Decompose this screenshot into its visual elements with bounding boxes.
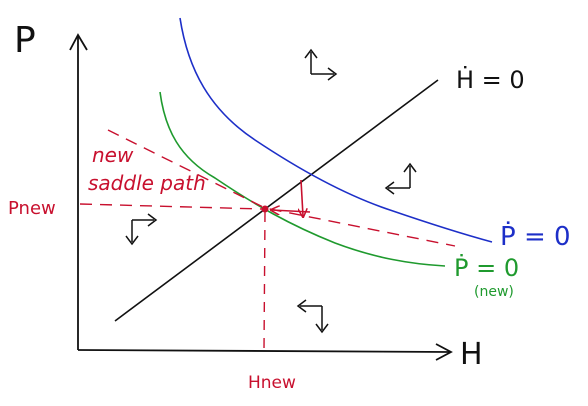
x-axis-arrowhead xyxy=(435,343,453,361)
x-axis xyxy=(77,349,451,353)
x-axis-label: H xyxy=(460,337,483,372)
h-dot-zero-line xyxy=(114,79,439,322)
saddle-path-label-line2: saddle path xyxy=(88,171,206,195)
phase-arrow-bottom xyxy=(296,299,329,334)
h-dot-zero-label: Ḣ = 0 xyxy=(456,65,525,94)
p-dot-zero-label-new: Ṗ = 0 xyxy=(454,253,519,282)
h-new-label: Hnew xyxy=(248,373,296,393)
saddle-path-arrow-right xyxy=(272,210,311,212)
p-dot-zero-label-old: Ṗ = 0 xyxy=(500,220,571,252)
phase-arrow-top xyxy=(304,48,338,81)
phase-arrow-left xyxy=(125,213,158,246)
jump-arrow xyxy=(301,179,303,216)
new-saddle-path xyxy=(107,129,456,247)
p-new-label: Pnew xyxy=(8,198,56,219)
p-dot-zero-curve-old xyxy=(179,17,493,243)
axes xyxy=(69,33,453,361)
saddle-path-label-line1: new xyxy=(92,143,134,167)
phase-arrow-right xyxy=(384,162,417,195)
y-axis-arrowhead xyxy=(69,33,88,51)
p-dot-zero-new-tag: (new) xyxy=(474,284,514,300)
y-axis-label: P xyxy=(14,20,36,61)
h-new-guide-line xyxy=(263,211,266,351)
p-new-guide-line xyxy=(79,203,263,210)
new-equilibrium-point xyxy=(261,205,269,213)
